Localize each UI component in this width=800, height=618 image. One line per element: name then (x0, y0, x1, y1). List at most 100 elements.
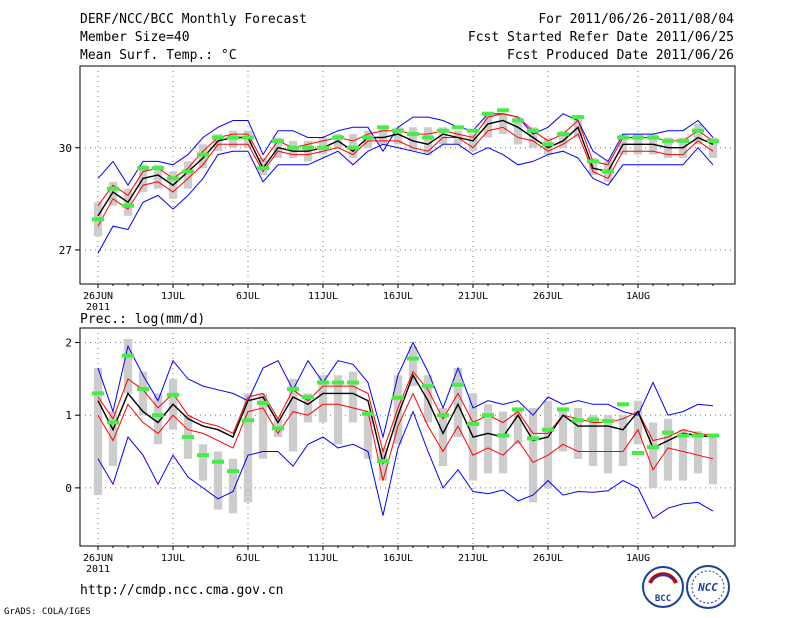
y-tick-label: 1 (65, 409, 72, 422)
x-tick-label: 26JUL (533, 553, 563, 564)
ensemble-marker (557, 132, 569, 137)
ensemble-marker (452, 382, 464, 387)
spread-box (258, 393, 268, 459)
spread-box (558, 130, 568, 148)
series-line-min (97, 410, 714, 520)
spread-box (423, 375, 433, 423)
x-tick-year: 2011 (86, 302, 110, 313)
ensemble-marker (302, 145, 314, 150)
bcc-logo-text: BCC (655, 594, 671, 604)
x-tick-year: 2011 (86, 564, 110, 575)
ensemble-marker (167, 392, 179, 397)
ensemble-marker (182, 435, 194, 439)
bcc-logo: BCC (642, 566, 684, 608)
spread-box (363, 411, 373, 459)
ensemble-marker (227, 135, 239, 140)
spread-box (153, 164, 163, 189)
ensemble-marker (512, 407, 524, 412)
y-tick-label: 27 (59, 244, 72, 257)
spread-box (213, 134, 223, 152)
spread-box (153, 393, 163, 445)
spread-box (498, 113, 508, 135)
member-size-label: Member Size=40 (80, 30, 190, 45)
spread-box (108, 181, 118, 206)
spread-box (528, 407, 538, 503)
spread-box (408, 346, 418, 387)
ensemble-marker (257, 166, 269, 171)
ensemble-marker (347, 145, 359, 150)
spread-box (513, 117, 523, 145)
source-url: http://cmdp.ncc.cma.gov.cn (80, 583, 284, 598)
ensemble-marker (377, 458, 389, 463)
ensemble-marker (572, 418, 584, 423)
ensemble-marker (437, 128, 449, 133)
ensemble-marker (212, 135, 224, 140)
forecast-range-label: For 2011/06/26-2011/08/04 (538, 12, 734, 27)
ensemble-marker (677, 433, 689, 438)
series-line-min (97, 143, 714, 254)
series-line-upper (97, 113, 714, 206)
x-tick-label: 1AUG (626, 291, 650, 302)
ensemble-marker (662, 138, 674, 143)
ensemble-marker (242, 418, 254, 423)
ensemble-marker (107, 420, 119, 425)
y-tick-label: 30 (59, 142, 72, 155)
ensemble-marker (422, 384, 434, 389)
ensemble-marker (107, 186, 119, 191)
spread-box (93, 367, 103, 496)
spread-box (498, 411, 508, 474)
spread-box (708, 137, 718, 158)
x-tick-label: 21JUL (458, 553, 488, 564)
plot-frame (79, 327, 736, 547)
x-tick-label: 21JUL (458, 291, 488, 302)
precip-variable-label: Prec.: log(mm/d) (80, 312, 205, 327)
figure-title: DERF/NCC/BCC Monthly Forecast (80, 12, 307, 27)
ensemble-marker (602, 169, 614, 174)
spread-box (453, 367, 463, 437)
spread-box (108, 411, 118, 467)
spread-box (318, 375, 328, 423)
ensemble-marker (317, 145, 329, 150)
ensemble-marker (242, 135, 254, 140)
x-tick-label: 6JUL (236, 553, 260, 564)
x-tick-label: 1JUL (161, 553, 185, 564)
spread-box (633, 400, 643, 445)
ensemble-marker (227, 469, 239, 474)
ensemble-marker (122, 203, 134, 208)
ensemble-marker (212, 459, 224, 464)
ncc-logo: NCC (686, 565, 730, 609)
ensemble-marker (197, 152, 209, 157)
spread-box (663, 418, 673, 481)
x-tick-label: 1JUL (161, 291, 185, 302)
spread-box (513, 407, 523, 445)
ensemble-marker (92, 391, 104, 396)
ensemble-marker (167, 176, 179, 181)
x-tick-label: 11JUL (308, 291, 338, 302)
ensemble-marker (632, 450, 644, 455)
ensemble-marker (662, 430, 674, 435)
series-line-lower (97, 392, 714, 481)
ensemble-marker (437, 413, 449, 418)
ensemble-marker (257, 400, 269, 405)
grads-credit: GrADS: COLA/IGES (4, 607, 91, 617)
ensemble-marker (287, 387, 299, 392)
ensemble-marker (572, 115, 584, 120)
series-line-mean (97, 373, 714, 465)
ensemble-marker (197, 453, 209, 458)
ensemble-marker (152, 166, 164, 171)
spread-box (243, 393, 253, 503)
spread-box (678, 429, 688, 481)
ensemble-marker (407, 356, 419, 361)
spread-box (558, 407, 568, 452)
ensemble-marker (317, 380, 329, 385)
ensemble-marker (527, 436, 539, 441)
ensemble-marker (362, 135, 374, 140)
spread-box (348, 371, 358, 423)
series-line-max (97, 113, 714, 187)
x-tick-label: 6JUL (236, 291, 260, 302)
ensemble-marker (692, 128, 704, 133)
spread-box (408, 127, 418, 152)
